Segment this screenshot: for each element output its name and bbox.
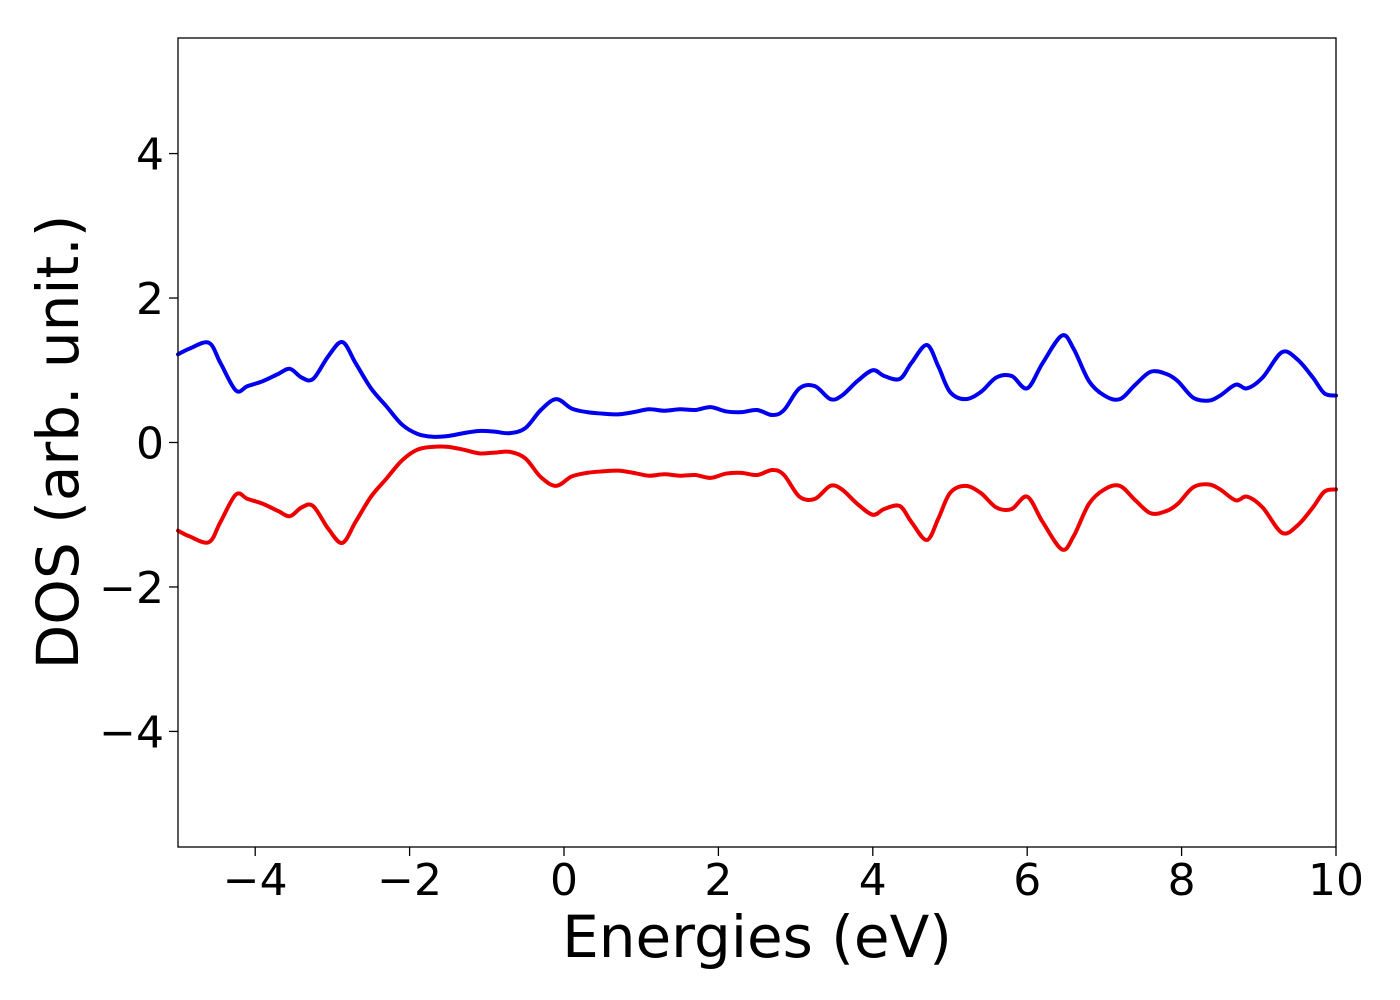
plot-background xyxy=(178,38,1336,847)
x-tick-label: 8 xyxy=(1168,855,1196,906)
x-tick-label: 0 xyxy=(550,855,578,906)
series-line-spin-up xyxy=(176,333,1338,439)
x-axis-ticks: −4 −2 0 2 4 6 8 10 xyxy=(223,847,1364,906)
x-axis-label: Energies (eV) xyxy=(562,903,952,971)
y-tick-label: −4 xyxy=(99,707,164,758)
y-tick-label: −2 xyxy=(99,563,164,614)
y-axis-ticks: −4 −2 0 2 4 xyxy=(99,130,178,758)
x-tick-label: −4 xyxy=(223,855,288,906)
x-tick-label: 10 xyxy=(1308,855,1364,906)
x-tick-label: −2 xyxy=(377,855,442,906)
y-tick-label: 0 xyxy=(136,419,164,470)
plot-frame xyxy=(177,37,1337,848)
series-line-spin-down xyxy=(176,444,1338,552)
x-tick-label: 6 xyxy=(1013,855,1041,906)
y-tick-label: 2 xyxy=(136,274,164,325)
series-lines xyxy=(176,333,1338,552)
y-tick-label: 4 xyxy=(136,130,164,181)
x-tick-label: 4 xyxy=(859,855,887,906)
x-tick-label: 2 xyxy=(704,855,732,906)
y-axis-label: DOS (arb. unit.) xyxy=(24,215,92,670)
